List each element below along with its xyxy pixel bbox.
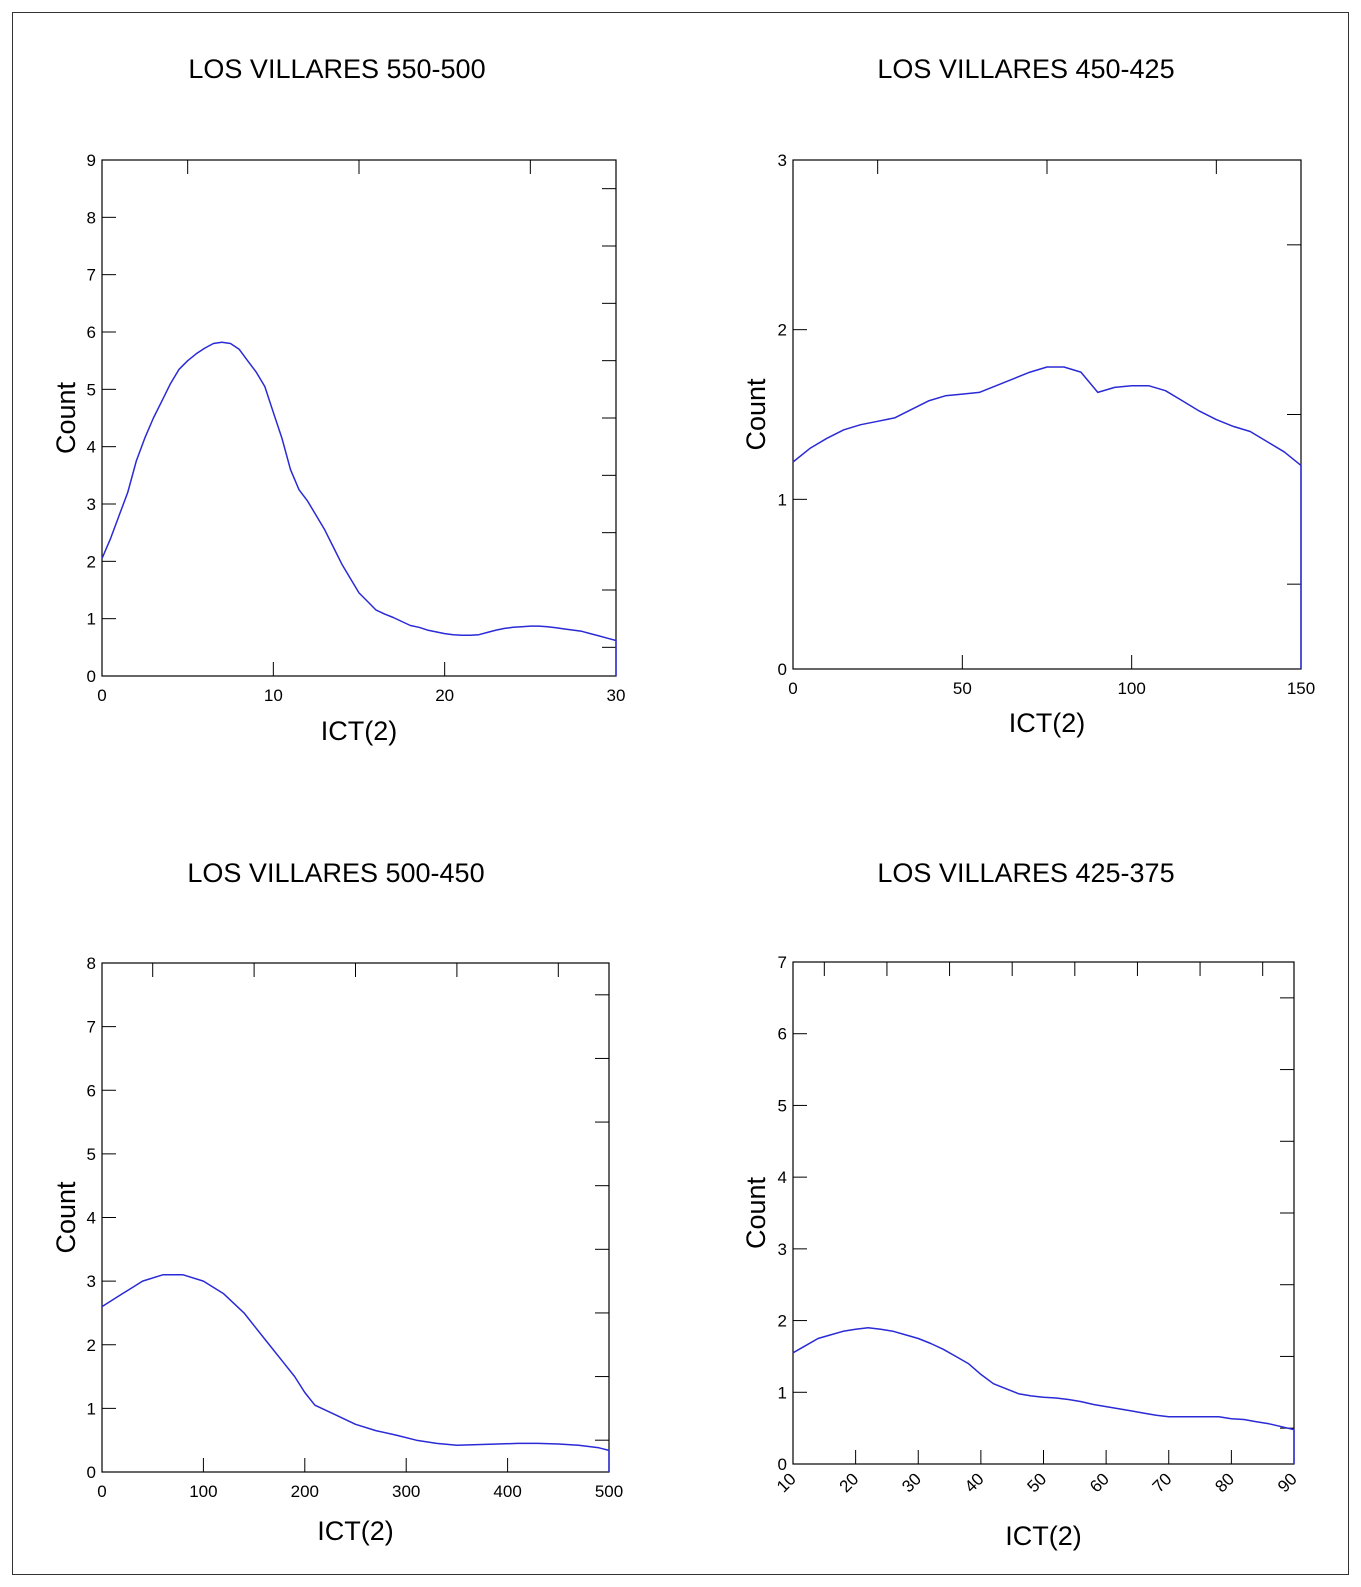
y-tick-label: 5 — [778, 1096, 787, 1115]
y-tick-label: 5 — [87, 1145, 96, 1164]
series-line — [101, 341, 617, 676]
y-tick-label: 2 — [778, 1312, 787, 1331]
x-tick-label: 50 — [953, 679, 972, 698]
x-axis-label: ICT(2) — [1009, 708, 1086, 738]
series-line — [101, 1274, 610, 1472]
series-line — [792, 1326, 1295, 1464]
x-tick-label: 90 — [1274, 1469, 1301, 1496]
y-tick-label: 2 — [87, 1336, 96, 1355]
chart-title: LOS VILLARES 550-500 — [188, 54, 485, 84]
y-tick-label: 2 — [778, 321, 787, 340]
y-tick-label: 1 — [778, 1383, 787, 1402]
chart-panel-500-450: LOS VILLARES 500-450 0 1 2 3 4 5 6 7 8 0 100 200 300 4… — [51, 858, 623, 1546]
y-axis-label: Count — [51, 1181, 81, 1254]
y-axis-label: Count — [741, 1176, 771, 1249]
y-tick-label: 8 — [87, 954, 96, 973]
plot-frame — [101, 962, 610, 1473]
plot-frame — [792, 159, 1302, 670]
y-tick-label: 1 — [778, 490, 787, 509]
y-axis-label: Count — [741, 378, 771, 451]
y-tick-label: 6 — [778, 1025, 787, 1044]
x-axis-label: ICT(2) — [1005, 1521, 1082, 1551]
y-tick-label: 7 — [778, 953, 787, 972]
x-tick-label: 100 — [189, 1482, 217, 1501]
x-axis-label: ICT(2) — [317, 1516, 394, 1546]
x-tick-label: 100 — [1117, 679, 1145, 698]
y-tick-label: 5 — [87, 380, 96, 399]
figure-page — [12, 12, 1349, 1575]
y-tick-label: 8 — [87, 208, 96, 227]
y-tick-label: 1 — [87, 610, 96, 629]
x-tick-label: 40 — [961, 1469, 988, 1496]
x-tick-label: 60 — [1086, 1469, 1113, 1496]
x-tick-label: 20 — [836, 1469, 863, 1496]
chart-panel-450-425: LOS VILLARES 450-425 0 1 2 3 0 50 100 150 ICT(2) C… — [741, 54, 1315, 738]
y-tick-label: 0 — [778, 1455, 787, 1474]
chart-title: LOS VILLARES 425-375 — [877, 858, 1174, 888]
x-tick-label: 400 — [493, 1482, 521, 1501]
x-tick-label: 0 — [788, 679, 797, 698]
y-tick-label: 2 — [87, 552, 96, 571]
x-tick-label: 0 — [97, 1482, 106, 1501]
x-tick-label: 150 — [1287, 679, 1315, 698]
y-tick-label: 3 — [87, 495, 96, 514]
x-tick-label: 0 — [97, 686, 106, 705]
plot-frame — [792, 961, 1295, 1465]
x-tick-label: 200 — [291, 1482, 319, 1501]
y-tick-label: 9 — [87, 151, 96, 170]
x-tick-label: 300 — [392, 1482, 420, 1501]
plot-frame — [101, 159, 617, 677]
x-tick-label: 70 — [1149, 1469, 1176, 1496]
y-tick-label: 0 — [87, 1463, 96, 1482]
x-tick-label: 80 — [1211, 1469, 1238, 1496]
y-tick-label: 3 — [87, 1272, 96, 1291]
x-tick-label: 500 — [595, 1482, 623, 1501]
x-axis-label: ICT(2) — [321, 716, 398, 746]
y-tick-label: 1 — [87, 1399, 96, 1418]
series-line — [792, 366, 1302, 669]
chart-title: LOS VILLARES 450-425 — [877, 54, 1174, 84]
y-tick-label: 7 — [87, 266, 96, 285]
y-tick-label: 7 — [87, 1018, 96, 1037]
y-tick-label: 3 — [778, 151, 787, 170]
x-tick-label: 10 — [264, 686, 283, 705]
y-tick-label: 0 — [87, 667, 96, 686]
y-tick-label: 4 — [778, 1168, 787, 1187]
y-axis-label: Count — [51, 381, 81, 454]
y-tick-label: 4 — [87, 438, 96, 457]
y-tick-label: 0 — [778, 660, 787, 679]
chart-panel-550-500: LOS VILLARES 550-500 0 1 2 3 4 5 6 7 8 9 0 10 20 30 ICT… — [51, 54, 625, 746]
x-tick-label: 50 — [1024, 1469, 1051, 1496]
x-tick-label: 30 — [898, 1469, 925, 1496]
y-tick-label: 3 — [778, 1240, 787, 1259]
y-tick-label: 6 — [87, 1081, 96, 1100]
chart-title: LOS VILLARES 500-450 — [187, 858, 484, 888]
y-tick-label: 6 — [87, 323, 96, 342]
x-tick-label: 30 — [607, 686, 626, 705]
y-tick-label: 4 — [87, 1209, 96, 1228]
x-tick-label: 20 — [435, 686, 454, 705]
